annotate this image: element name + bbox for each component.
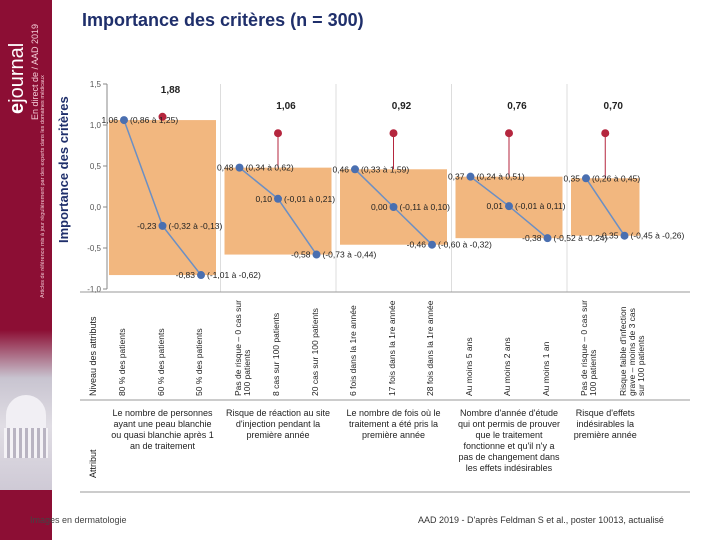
ci-label: (-0,60 à -0,32) [438, 240, 492, 250]
ci-label: (0,26 à 0,45) [592, 173, 640, 183]
importance-point [505, 129, 513, 138]
data-point [158, 221, 167, 230]
data-label: -0,83 [176, 270, 196, 280]
data-label: 0,01 [486, 201, 503, 211]
ci-label: (0,34 à 0,62) [246, 163, 294, 173]
category-label: Au moins 5 ans [463, 337, 474, 396]
ci-label: (-0,01 à 0,21) [284, 194, 335, 204]
importance-bar [109, 120, 216, 276]
y-tick-label: 0,5 [90, 162, 102, 171]
importance-label: 0,92 [392, 101, 412, 112]
importance-label: 0,70 [604, 101, 624, 112]
row-label-level: Niveau des attributs [88, 316, 98, 396]
data-label: 0,00 [371, 202, 388, 212]
attribute-label: Risque de réaction au site d'injection p… [225, 408, 331, 440]
importance-point [158, 112, 167, 121]
data-point [351, 165, 359, 174]
data-label: -0,46 [407, 240, 427, 250]
data-point [466, 172, 475, 181]
ci-label: (-1,01 à -0,62) [207, 270, 261, 280]
data-label: -0,35 [599, 231, 619, 241]
data-label: 0,46 [332, 164, 349, 174]
data-point [274, 194, 282, 203]
category-label: 20 cas sur 100 patients [309, 308, 320, 396]
row-label-attribute: Attribut [88, 449, 98, 478]
data-point [235, 163, 244, 172]
y-tick-label: 1,5 [90, 80, 102, 89]
importance-point [274, 129, 282, 138]
attribute-label: Risque d'effets indésirables la première… [573, 408, 637, 440]
footer-source-right: AAD 2019 - D'après Feldman S et al., pos… [418, 515, 664, 525]
y-tick-label: -0,5 [87, 244, 101, 253]
data-point [120, 116, 128, 125]
data-label: 0,48 [217, 163, 234, 173]
category-label: 17 fois dans la 1re année [386, 300, 397, 396]
category-label: 80 % des patients [117, 328, 127, 396]
data-label: -0,58 [291, 250, 311, 260]
category-label: 28 fois dans la 1re année [425, 300, 435, 396]
y-tick-label: 0,0 [90, 203, 102, 212]
ci-label: (-0,45 à -0,26) [631, 231, 685, 241]
data-label: 0,37 [448, 172, 465, 182]
category-label: 6 fois dans la 1re année [348, 305, 358, 396]
data-label: 0,35 [563, 173, 580, 183]
data-point [582, 174, 590, 183]
category-label: Au moins 1 an [540, 341, 551, 396]
attribute-label: Le nombre de personnes ayant une peau bl… [111, 408, 214, 451]
ci-label: (0,33 à 1,59) [361, 164, 409, 174]
ci-label: (-0,73 à -0,44) [323, 250, 377, 260]
attribute-label: Nombre d'année d'étude qui ont permis de… [457, 408, 561, 473]
sidebar: ejournal En direct de / AAD 2019 Article… [0, 0, 52, 540]
category-label: Risque faible d'infection grave – moins … [617, 306, 646, 396]
data-point [428, 240, 436, 249]
data-label: 0,10 [255, 194, 272, 204]
importance-point [601, 129, 610, 138]
data-point [543, 234, 552, 243]
page-title: Importance des critères (n = 300) [82, 10, 364, 30]
data-point [505, 202, 513, 211]
importance-label: 1,88 [161, 85, 181, 96]
capitol-columns [4, 428, 48, 458]
data-point [389, 203, 398, 211]
category-label: Pas de risque – 0 cas sur 100 patients [232, 300, 252, 396]
data-label: 1,06 [101, 115, 118, 125]
y-tick-label: 1,0 [90, 121, 102, 130]
data-point [312, 250, 321, 259]
footer-source-left: Images en dermatologie [30, 515, 127, 525]
data-point [620, 231, 629, 240]
importance-point [389, 129, 398, 138]
importance-bar [224, 167, 332, 255]
category-label: 8 cas sur 100 patients [271, 312, 281, 396]
y-tick-label: -1,0 [87, 285, 101, 294]
series-line [585, 177, 626, 237]
data-point [197, 271, 205, 280]
category-label: 60 % des patients [155, 328, 166, 396]
data-label: -0,23 [137, 221, 157, 231]
attribute-label: Le nombre de fois où le traitement a été… [346, 408, 441, 440]
ci-label: (-0,01 à 0,11) [515, 201, 566, 211]
data-label: -0,38 [522, 233, 542, 243]
ci-label: (-0,32 à -0,13) [169, 221, 223, 231]
importance-label: 1,06 [276, 101, 296, 112]
ci-label: (0,86 à 1,25) [130, 115, 178, 125]
ci-label: (-0,52 à -0,24) [554, 233, 608, 243]
category-label: Pas de risque – 0 cas sur 100 patients [579, 300, 598, 396]
capitol-dome [6, 395, 46, 431]
ci-label: (0,24 à 0,51) [477, 172, 525, 182]
importance-label: 0,76 [507, 101, 527, 112]
ci-label: (-0,11 à 0,10) [400, 202, 451, 212]
category-label: 50 % des patients [194, 328, 204, 396]
category-label: Au moins 2 ans [502, 337, 512, 396]
